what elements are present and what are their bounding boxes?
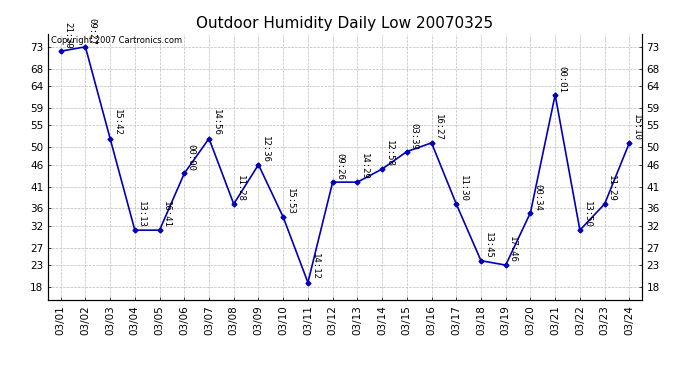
Text: 00:34: 00:34: [533, 184, 542, 210]
Text: 13:50: 13:50: [582, 201, 591, 228]
Text: 03:39: 03:39: [409, 123, 418, 149]
Text: 09:27: 09:27: [88, 18, 97, 45]
Text: 17:46: 17:46: [509, 236, 518, 263]
Text: 13:45: 13:45: [484, 232, 493, 258]
Text: 09:26: 09:26: [335, 153, 344, 180]
Text: 11:28: 11:28: [236, 175, 245, 202]
Text: 12:36: 12:36: [261, 136, 270, 162]
Text: 11:30: 11:30: [459, 175, 468, 202]
Text: 14:29: 14:29: [360, 153, 369, 180]
Text: 00:01: 00:01: [558, 66, 566, 93]
Text: 14:12: 14:12: [310, 254, 319, 280]
Text: 16:27: 16:27: [434, 114, 443, 141]
Text: 16:41: 16:41: [162, 201, 171, 228]
Text: 11:29: 11:29: [607, 175, 616, 202]
Text: Copyright 2007 Cartronics.com: Copyright 2007 Cartronics.com: [51, 36, 182, 45]
Title: Outdoor Humidity Daily Low 20070325: Outdoor Humidity Daily Low 20070325: [197, 16, 493, 31]
Text: 00:00: 00:00: [187, 144, 196, 171]
Text: 12:58: 12:58: [384, 140, 393, 167]
Text: 15:42: 15:42: [112, 110, 121, 136]
Text: 14:56: 14:56: [212, 110, 221, 136]
Text: 21:39: 21:39: [63, 22, 72, 49]
Text: 15:53: 15:53: [286, 188, 295, 215]
Text: 13:13: 13:13: [137, 201, 146, 228]
Text: 15:10: 15:10: [632, 114, 641, 141]
